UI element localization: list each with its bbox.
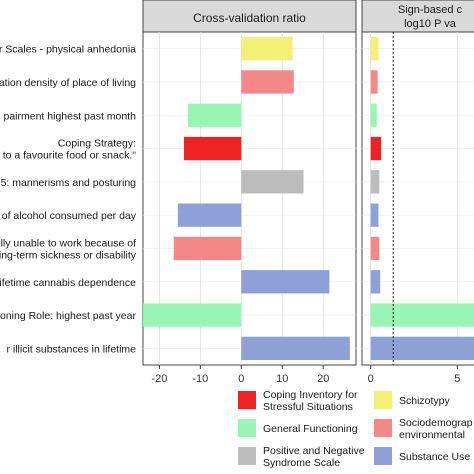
category-label: ation density of place of living <box>0 77 136 89</box>
legend-label: Syndrome Scale <box>263 457 340 469</box>
category-label: Coping Strategy: <box>58 138 136 150</box>
legend-swatch <box>238 391 256 409</box>
panel-2-bar <box>370 170 380 194</box>
category-label: oning Role: highest past year <box>0 310 136 322</box>
panel-2-bar <box>370 36 379 61</box>
category-label-line-2: to a favourite food or snack." <box>3 150 137 162</box>
legend-label: Coping Inventory for <box>263 389 358 401</box>
panel-2-tick-label: 0 <box>368 373 374 385</box>
panel-1-tick-label: 20 <box>317 373 329 385</box>
category-label: 5: mannerisms and posturing <box>1 177 137 189</box>
panel-1-title: Cross-validation ratio <box>193 11 306 25</box>
category-labels: r Scales - physical anhedonia ation densi… <box>0 44 137 356</box>
panel-1-tick-label: -20 <box>151 373 167 385</box>
panel-1-bar <box>241 36 293 61</box>
panel-1-bar <box>241 170 304 194</box>
legend-label: Stressful Situations <box>263 401 353 413</box>
panel-1-bar <box>183 136 242 161</box>
panel-1-tick-label: -10 <box>192 373 208 385</box>
legend-label: Schizotypy <box>399 395 451 407</box>
legend-label: Sociodemograp <box>399 417 473 429</box>
panel-2-bar <box>370 103 377 127</box>
legend-swatch <box>374 391 392 409</box>
panel-2-strip <box>361 0 474 33</box>
legend-swatch <box>374 419 392 437</box>
legend-swatch <box>374 447 392 465</box>
panel-1-tick-label: 0 <box>238 373 244 385</box>
panel-1-bar <box>188 103 242 127</box>
category-label: pairment highest past month <box>4 110 137 122</box>
panel-1-bar <box>241 70 294 94</box>
legend-label: environmental <box>399 429 465 441</box>
panel-2-tick-label: 5 <box>454 373 460 385</box>
panel-1-bar <box>177 203 242 227</box>
panel-2-bar <box>370 136 382 161</box>
panel-2-bar <box>370 303 474 327</box>
category-label: ifetime cannabis dependence <box>0 277 136 289</box>
category-label: r illicit substances in lifetime <box>6 343 136 355</box>
legend-swatch <box>238 419 256 437</box>
panel-2-subtitle: log10 P va <box>404 18 457 30</box>
category-label: lly unable to work because of <box>1 237 136 249</box>
legend-swatch <box>238 447 256 465</box>
legend-label: Substance Use <box>399 451 470 463</box>
panel-2-bar <box>370 70 378 94</box>
panel-1-x-axis: -20 -10 0 10 20 <box>151 365 329 385</box>
panel-1-bar <box>143 303 242 327</box>
panel-1-bars <box>143 36 350 361</box>
panel-2-bars <box>370 32 474 365</box>
panel-1-bar <box>241 270 330 294</box>
panel-2-bar <box>370 336 474 361</box>
legend-label: General Functioning <box>263 423 358 435</box>
category-label: of alcohol consumed per day <box>2 210 137 222</box>
panel-2-bar <box>370 270 381 294</box>
panel-2-title: Sign-based c <box>398 4 463 16</box>
panel-1-bar <box>241 336 350 361</box>
category-label: r Scales - physical anhedonia <box>0 44 136 56</box>
legend-label: Positive and Negative <box>263 445 365 457</box>
panel-1-strip <box>142 0 357 33</box>
panel-2-bar <box>370 236 380 261</box>
panel-1-bar <box>173 236 242 261</box>
panel-2-bar <box>370 203 379 227</box>
category-label-line-2: ing-term sickness or disability <box>0 249 137 261</box>
panel-1-tick-label: 10 <box>276 373 288 385</box>
